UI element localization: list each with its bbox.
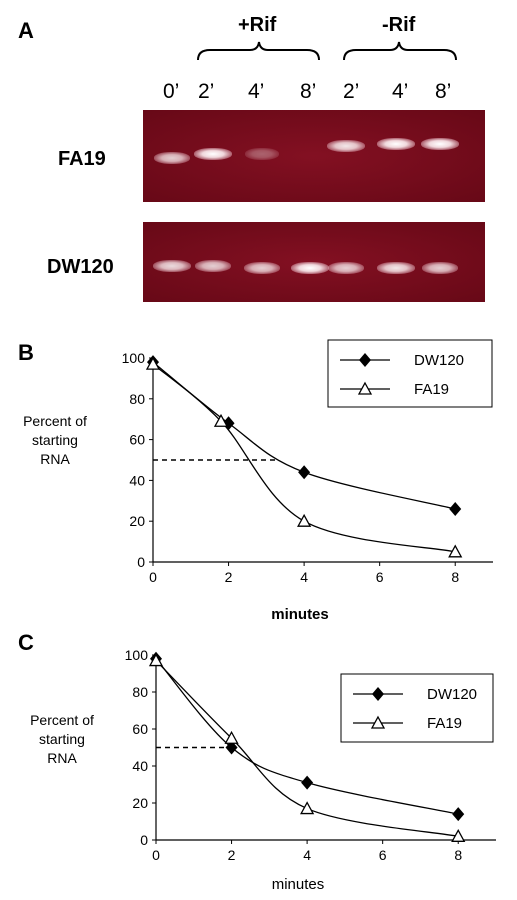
x-tick-label: 6 bbox=[379, 847, 387, 863]
y-axis-label: starting bbox=[32, 432, 78, 448]
x-tick-label: 8 bbox=[451, 569, 459, 585]
fa19-band bbox=[244, 148, 280, 160]
lane-label: 8’ bbox=[435, 80, 452, 103]
x-tick-label: 6 bbox=[376, 569, 384, 585]
condition-brackets bbox=[197, 41, 457, 61]
y-tick-label: 20 bbox=[132, 795, 148, 811]
lane-label: 4’ bbox=[392, 80, 409, 103]
dw120-band bbox=[153, 260, 191, 272]
gel-image-dw120 bbox=[143, 222, 485, 302]
x-tick-label: 0 bbox=[152, 847, 160, 863]
panel-a-letter: A bbox=[18, 18, 34, 43]
legend-label: FA19 bbox=[414, 381, 449, 398]
dw120-marker bbox=[449, 501, 462, 516]
y-tick-label: 80 bbox=[132, 684, 148, 700]
y-tick-label: 20 bbox=[129, 513, 145, 529]
x-tick-label: 0 bbox=[149, 569, 157, 585]
lane-label: 2’ bbox=[343, 80, 360, 103]
x-tick-label: 4 bbox=[303, 847, 311, 863]
fa19-band bbox=[377, 138, 415, 150]
fa19-marker bbox=[148, 653, 164, 667]
gel-image-fa19 bbox=[143, 110, 485, 202]
dw120-marker bbox=[301, 775, 314, 790]
fa19-band bbox=[327, 140, 365, 152]
lane-label: 2’ bbox=[198, 80, 215, 103]
y-tick-label: 0 bbox=[137, 554, 145, 570]
fa19-marker bbox=[224, 730, 239, 744]
fa19-band bbox=[421, 138, 459, 150]
strain-label-dw120: DW120 bbox=[47, 256, 114, 278]
legend-marker-dw120 bbox=[372, 687, 384, 701]
y-axis-label: starting bbox=[39, 731, 85, 747]
y-axis-label: RNA bbox=[40, 451, 70, 467]
y-tick-label: 60 bbox=[129, 432, 145, 448]
lane-label: 0’ bbox=[163, 80, 180, 103]
fa19-marker bbox=[451, 828, 466, 842]
y-tick-label: 40 bbox=[129, 472, 145, 488]
plus-rif-label: +Rif bbox=[238, 14, 277, 36]
legend-label: DW120 bbox=[414, 352, 464, 369]
y-tick-label: 80 bbox=[129, 391, 145, 407]
fa19-band bbox=[153, 152, 191, 164]
fa19-band bbox=[194, 148, 232, 160]
dw120-marker bbox=[225, 740, 238, 755]
panel-b-letter: B bbox=[18, 340, 34, 365]
lane-label: 4’ bbox=[248, 80, 265, 103]
legend-label: DW120 bbox=[427, 686, 477, 703]
series-line-dw120 bbox=[155, 658, 459, 815]
lane-label: 8’ bbox=[300, 80, 317, 103]
dw120-marker bbox=[298, 465, 311, 480]
fa19-marker bbox=[300, 801, 315, 815]
minus-rif-label: -Rif bbox=[382, 14, 416, 36]
y-tick-label: 0 bbox=[140, 832, 148, 848]
chart-b: 0 20 40 60 80 100 0 2 4 6 8 Percent of starting RNA mi… bbox=[23, 339, 493, 620]
legend-marker-fa19 bbox=[370, 715, 386, 729]
fa19-marker bbox=[145, 356, 161, 370]
strain-label-fa19: FA19 bbox=[58, 148, 106, 170]
series-line-fa19 bbox=[152, 363, 456, 553]
x-tick-label: 2 bbox=[228, 847, 236, 863]
y-axis-label: Percent of bbox=[30, 712, 94, 728]
x-tick-label: 4 bbox=[300, 569, 308, 585]
y-tick-label: 40 bbox=[132, 758, 148, 774]
chart-c: 0 20 40 60 80 100 0 2 4 6 8 Percent of starting RNA mi… bbox=[30, 647, 496, 893]
legend-box bbox=[340, 673, 494, 743]
x-tick-label: 8 bbox=[454, 847, 462, 863]
y-axis-label: Percent of bbox=[23, 413, 87, 429]
x-tick-label: 2 bbox=[225, 569, 233, 585]
y-tick-label: 100 bbox=[125, 647, 149, 663]
dw120-band bbox=[421, 262, 459, 274]
legend-marker-dw120 bbox=[359, 353, 371, 367]
legend-marker-fa19 bbox=[357, 381, 373, 395]
dw120-band bbox=[377, 262, 415, 274]
x-axis-label: minutes bbox=[272, 876, 325, 893]
dw120-band bbox=[194, 260, 232, 272]
fa19-marker bbox=[297, 513, 312, 527]
x-axis-label: minutes bbox=[271, 606, 329, 620]
fa19-marker bbox=[213, 413, 229, 427]
y-tick-label: 100 bbox=[122, 350, 146, 366]
y-tick-label: 60 bbox=[132, 721, 148, 737]
legend-box bbox=[327, 339, 493, 408]
panel-c-letter: C bbox=[18, 630, 34, 655]
dw120-band bbox=[291, 262, 329, 274]
y-axis-label: RNA bbox=[47, 750, 77, 766]
legend-label: FA19 bbox=[427, 715, 462, 732]
fa19-marker bbox=[448, 544, 463, 558]
series-line-fa19 bbox=[155, 660, 459, 837]
dw120-band bbox=[243, 262, 281, 274]
dw120-band bbox=[327, 262, 365, 274]
dw120-marker bbox=[452, 807, 465, 822]
